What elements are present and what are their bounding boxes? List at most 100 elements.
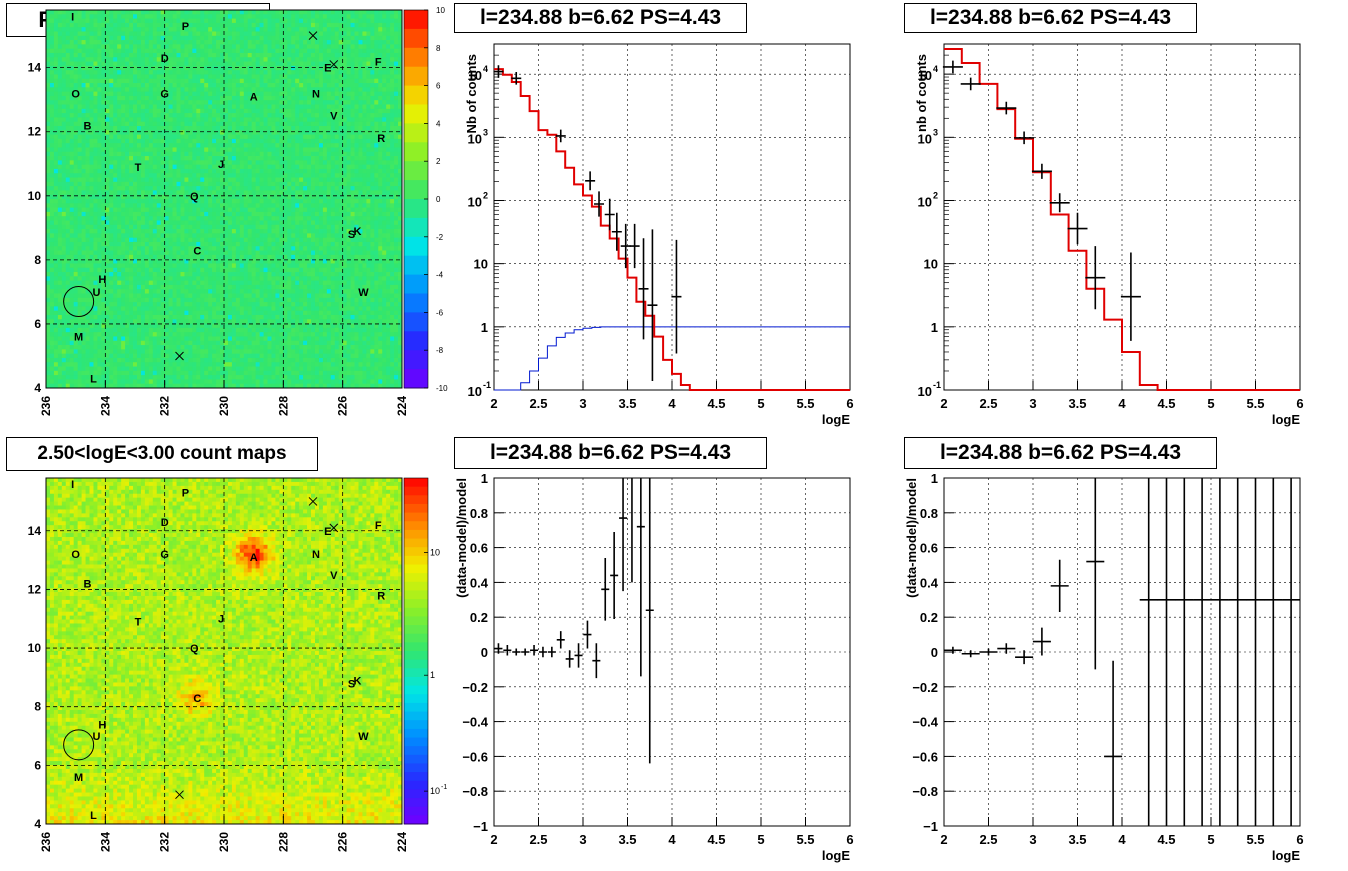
- heatmap-cell: [216, 207, 221, 213]
- heatmap-cell: [172, 203, 177, 208]
- heatmap-cell: [69, 297, 75, 303]
- heatmap-cell: [77, 199, 82, 204]
- heatmap-cell: [136, 357, 142, 363]
- heatmap-cell: [121, 190, 126, 196]
- heatmap-cell: [136, 259, 142, 264]
- heatmap-cell: [156, 357, 162, 363]
- heatmap-cell: [148, 327, 154, 333]
- heatmap-cell: [200, 332, 205, 337]
- heatmap-cell: [204, 272, 209, 277]
- heatmap-cell: [180, 362, 185, 367]
- heatmap-cell: [168, 22, 173, 28]
- heatmap-cell: [251, 138, 257, 144]
- heatmap-cell: [129, 314, 134, 320]
- heatmap-cell: [81, 14, 86, 19]
- heatmap-cell: [255, 241, 260, 247]
- heatmap-cell: [156, 74, 162, 80]
- heatmap-cell: [133, 35, 138, 41]
- heatmap-cell: [227, 237, 233, 243]
- heatmap-cell: [117, 104, 122, 110]
- heatmap-cell: [164, 130, 170, 135]
- heatmap-cell: [109, 224, 114, 230]
- heatmap-cell: [69, 366, 75, 372]
- heatmap-cell: [267, 52, 272, 58]
- heatmap-cell: [133, 216, 138, 221]
- heatmap-cell: [227, 366, 233, 372]
- heatmap-cell: [160, 74, 166, 80]
- heatmap-cell: [125, 327, 130, 333]
- heatmap-cell: [180, 10, 185, 15]
- heatmap-cell: [156, 121, 162, 127]
- heatmap-cell: [61, 375, 67, 380]
- heatmap-cell: [196, 319, 201, 324]
- heatmap-cell: [117, 211, 122, 217]
- heatmap-cell: [53, 233, 59, 239]
- heatmap-cell: [125, 224, 130, 230]
- heatmap-cell: [239, 340, 245, 346]
- heatmap-cell: [101, 379, 106, 385]
- heatmap-cell: [49, 113, 55, 118]
- heatmap-cell: [212, 65, 217, 71]
- heatmap-cell: [196, 357, 201, 363]
- heatmap-cell: [57, 216, 63, 221]
- heatmap-cell: [267, 259, 272, 264]
- heatmap-cell: [180, 319, 185, 324]
- heatmap-cell: [227, 263, 233, 269]
- heatmap-cell: [208, 332, 213, 337]
- heatmap-cell: [49, 130, 55, 135]
- heatmap-cell: [212, 207, 217, 213]
- heatmap-cell: [212, 263, 217, 269]
- heatmap-cell: [172, 224, 177, 230]
- heatmap-cell: [113, 57, 118, 62]
- heatmap-cell: [255, 143, 260, 148]
- heatmap-cell: [160, 31, 166, 37]
- heatmap-cell: [160, 125, 166, 131]
- heatmap-cell: [129, 14, 134, 19]
- heatmap-cell: [231, 48, 237, 54]
- heatmap-cell: [251, 151, 257, 157]
- heatmap-cell: [192, 241, 197, 247]
- heatmap-cell: [247, 310, 253, 316]
- heatmap-cell: [121, 237, 126, 243]
- heatmap-cell: [224, 345, 229, 350]
- heatmap-cell: [57, 375, 63, 380]
- heatmap-cell: [117, 22, 122, 28]
- heatmap-cell: [117, 379, 122, 385]
- heatmap-cell: [129, 52, 134, 58]
- heatmap-cell: [125, 117, 130, 123]
- heatmap-cell: [101, 332, 106, 337]
- heatmap-cell: [255, 237, 260, 243]
- heatmap-cell: [148, 224, 154, 230]
- heatmap-cell: [109, 280, 114, 286]
- heatmap-cell: [184, 156, 189, 161]
- heatmap-cell: [255, 87, 260, 93]
- heatmap-cell: [208, 366, 213, 372]
- heatmap-cell: [46, 272, 51, 277]
- heatmap-cell: [164, 104, 170, 110]
- heatmap-cell: [231, 35, 237, 41]
- heatmap-cell: [251, 40, 257, 45]
- heatmap-cell: [156, 302, 162, 307]
- heatmap-cell: [216, 224, 221, 230]
- heatmap-cell: [125, 190, 130, 196]
- heatmap-cell: [49, 284, 55, 290]
- heatmap-cell: [46, 237, 51, 243]
- heatmap-cell: [239, 143, 245, 148]
- heatmap-cell: [164, 323, 170, 329]
- heatmap-cell: [140, 91, 146, 97]
- heatmap-cell: [105, 160, 110, 166]
- heatmap-cell: [259, 22, 264, 28]
- heatmap-cell: [204, 121, 209, 127]
- heatmap-cell: [208, 349, 213, 355]
- heatmap-cell: [125, 314, 130, 320]
- heatmap-cell: [164, 177, 170, 183]
- heatmap-cell: [49, 370, 55, 376]
- heatmap-cell: [184, 340, 189, 346]
- heatmap-cell: [136, 241, 142, 247]
- heatmap-cell: [148, 241, 154, 247]
- heatmap-cell: [188, 130, 193, 135]
- heatmap-cell: [168, 147, 173, 153]
- heatmap-cell: [57, 203, 63, 208]
- heatmap-cell: [77, 164, 82, 170]
- heatmap-cell: [105, 224, 110, 230]
